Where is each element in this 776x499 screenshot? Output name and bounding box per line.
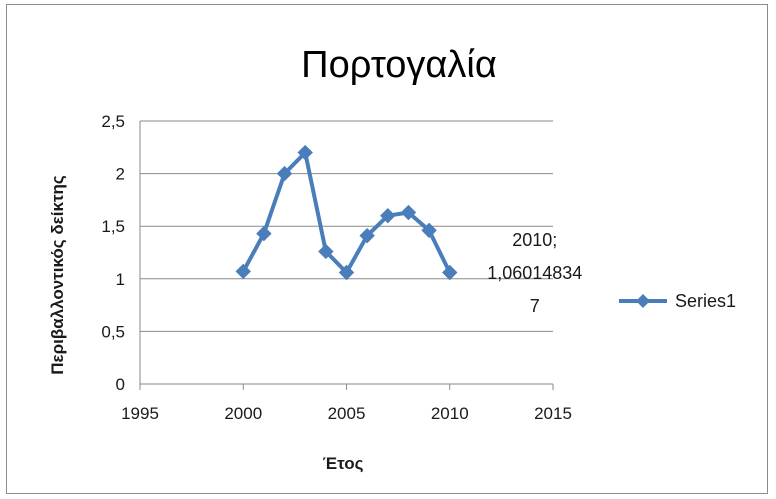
- x-tick-label: 1995: [121, 404, 159, 423]
- chart-svg: Πορτογαλία 0 0,5 1 1,5 2 2,5 1995 2000 2005 2010 2…: [48, 44, 736, 473]
- data-point: [421, 222, 437, 239]
- y-tick-label: 2,5: [101, 112, 125, 131]
- x-axis-label: Έτος: [323, 454, 364, 473]
- y-tick-label: 1: [116, 270, 125, 289]
- data-point: [442, 264, 458, 281]
- x-tick-label: 2000: [224, 404, 262, 423]
- y-tick-label: 0: [116, 375, 125, 394]
- data-label-line: 1,06014834: [487, 263, 582, 283]
- chart-frame: Πορτογαλία 0 0,5 1 1,5 2 2,5 1995 2000 2005 2010 2…: [6, 4, 768, 494]
- data-point: [380, 207, 396, 224]
- series-line: [241, 150, 452, 275]
- data-point: [276, 165, 293, 182]
- data-point: [359, 227, 375, 244]
- legend: Series1: [619, 291, 736, 311]
- x-tick-label: 2005: [328, 404, 366, 423]
- data-label-group: 2010; 1,06014834 7: [487, 230, 582, 316]
- data-label-line: 2010;: [512, 230, 557, 250]
- y-tick-label: 2: [116, 165, 125, 184]
- axes: 0 0,5 1 1,5 2 2,5 1995 2000 2005 2010 2015: [101, 112, 572, 423]
- legend-swatch-marker: [636, 294, 650, 308]
- y-axis-label: Περιβαλλοντικός δείκτης: [48, 175, 67, 375]
- data-point: [338, 264, 355, 281]
- x-tick-label: 2010: [431, 404, 469, 423]
- data-label-line: 7: [530, 296, 540, 316]
- data-point: [318, 243, 334, 260]
- data-point: [297, 144, 313, 161]
- y-tick-label: 0,5: [101, 322, 125, 341]
- chart-title: Πορτογαλία: [301, 44, 497, 86]
- x-tick-label: 2015: [534, 404, 572, 423]
- data-point: [400, 204, 417, 221]
- data-point: [256, 225, 272, 242]
- grid-lines: [140, 120, 553, 332]
- series-layer: [235, 144, 458, 281]
- legend-label: Series1: [675, 291, 736, 311]
- y-tick-label: 1,5: [101, 217, 125, 236]
- data-point: [235, 263, 251, 280]
